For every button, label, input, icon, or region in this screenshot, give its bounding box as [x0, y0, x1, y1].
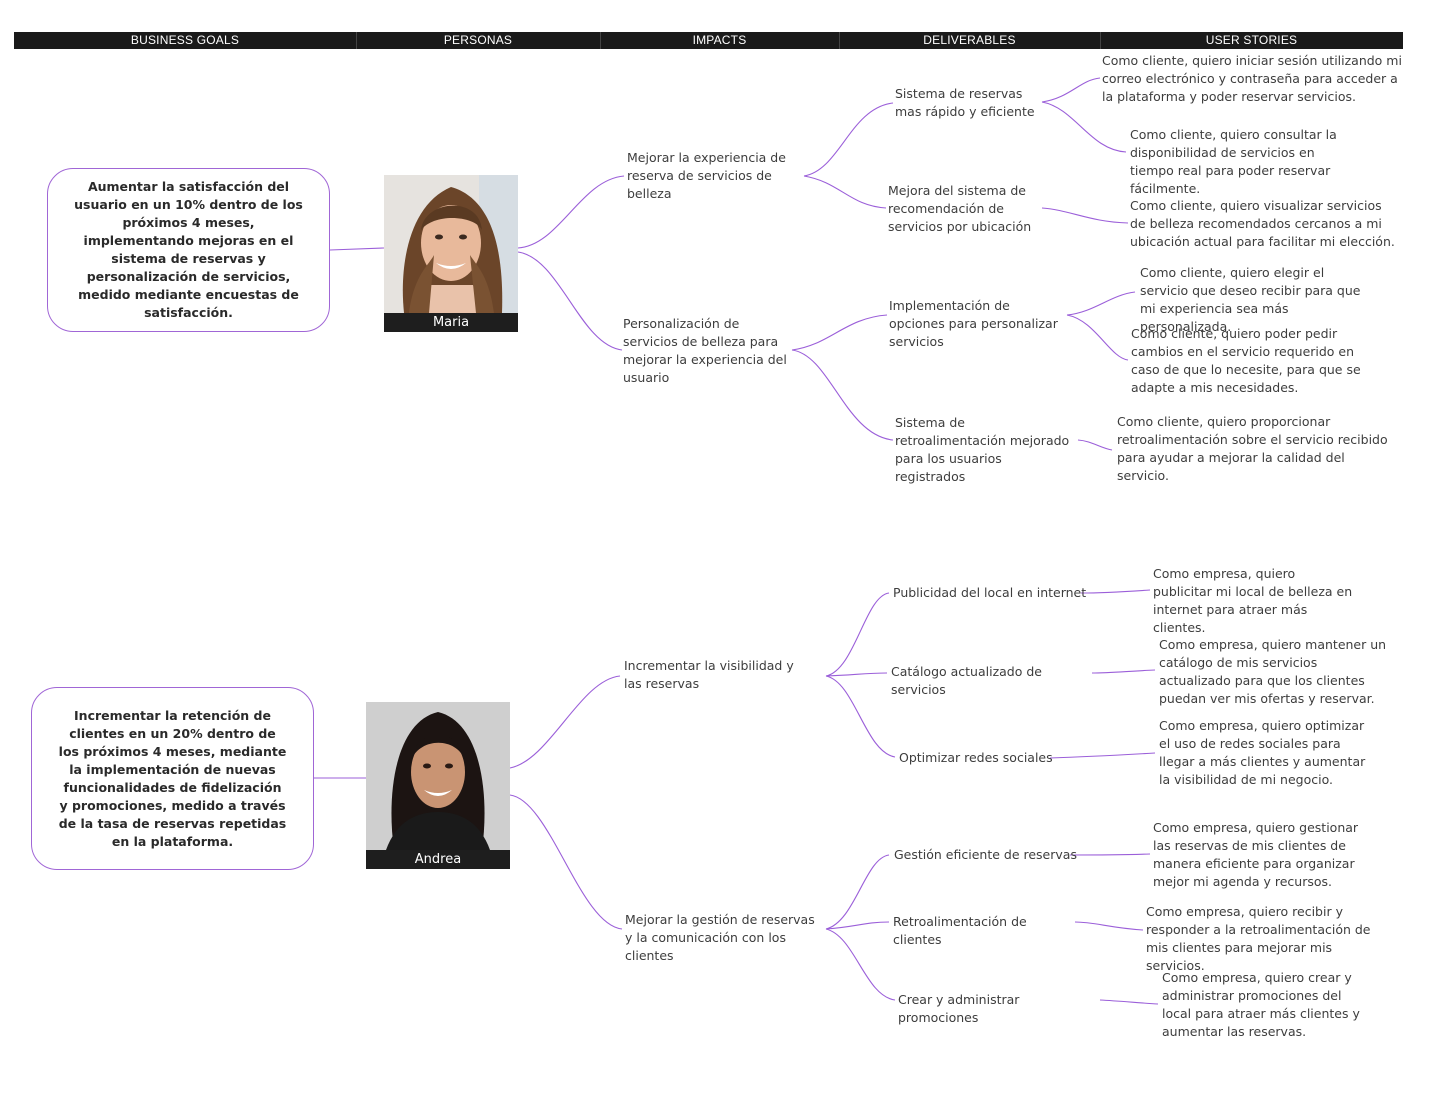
- impact-node: Personalización de servicios de belleza …: [623, 316, 787, 385]
- connector: [1041, 207, 1129, 224]
- connector: [517, 175, 625, 249]
- connector: [791, 314, 888, 351]
- connector: [1049, 752, 1156, 759]
- connector: [1080, 589, 1151, 594]
- user-story: Como empresa, quiero crear y administrar…: [1162, 970, 1360, 1039]
- header-impacts: IMPACTS: [600, 32, 840, 49]
- deliverable-node: Sistema de reservas mas rápido y eficien…: [895, 86, 1035, 119]
- deliverable-node: Crear y administrar promociones: [898, 992, 1020, 1025]
- woman-portrait-photo-icon: [384, 175, 518, 313]
- connector: [1077, 439, 1113, 451]
- deliverable-node: Gestión eficiente de reservas: [894, 847, 1077, 862]
- deliverable-node: Implementación de opciones para personal…: [889, 298, 1058, 349]
- connector: [1099, 999, 1159, 1005]
- connector: [329, 247, 385, 251]
- user-story: Como cliente, quiero visualizar servicio…: [1130, 198, 1395, 249]
- user-story: Como cliente, quiero proporcionar retroa…: [1117, 414, 1388, 483]
- user-story: Como empresa, quiero optimizar el uso de…: [1159, 718, 1366, 787]
- impact-node: Mejorar la gestión de reservas y la comu…: [625, 912, 815, 963]
- connector: [825, 672, 888, 677]
- connector: [1041, 77, 1101, 103]
- user-story: Como empresa, quiero gestionar las reser…: [1153, 820, 1359, 889]
- connector: [825, 592, 890, 677]
- header-business-goals: BUSINESS GOALS: [14, 32, 357, 49]
- header-user-stories: USER STORIES: [1205, 33, 1298, 47]
- connector: [1066, 314, 1129, 361]
- impact-node: Mejorar la experiencia de reserva de ser…: [627, 150, 786, 201]
- deliverable-node: Optimizar redes sociales: [899, 750, 1053, 765]
- woman-portrait-photo-icon: [366, 702, 510, 850]
- persona-photo: [366, 702, 510, 850]
- persona-name: Maria: [384, 313, 518, 332]
- deliverable-node: Catálogo actualizado de servicios: [891, 664, 1042, 697]
- user-story: Como empresa, quiero recibir y responder…: [1146, 904, 1371, 973]
- impact-node: Incrementar la visibilidad y las reserva…: [624, 658, 794, 691]
- connector: [1091, 669, 1156, 674]
- persona-photo: [384, 175, 518, 313]
- connector: [1074, 921, 1144, 931]
- connector: [825, 928, 896, 1001]
- header-deliverables: DELIVERABLES: [839, 32, 1101, 49]
- persona-name: Andrea: [366, 850, 510, 869]
- column-header-bar: BUSINESS GOALS PERSONAS IMPACTS DELIVERA…: [14, 32, 1403, 49]
- deliverable-node: Publicidad del local en internet: [893, 585, 1087, 600]
- connector: [517, 251, 623, 351]
- connector: [803, 102, 894, 177]
- deliverable-node: Sistema de retroalimentación mejorado pa…: [895, 415, 1070, 484]
- connector: [825, 921, 890, 930]
- deliverable-node: Mejora del sistema de recomendación de s…: [888, 183, 1032, 234]
- user-story: Como cliente, quiero elegir el servicio …: [1140, 265, 1361, 334]
- connector: [509, 794, 623, 930]
- connector: [825, 675, 896, 758]
- user-story: Como cliente, quiero iniciar sesión util…: [1102, 53, 1402, 104]
- business-goal-card: Incrementar la retención de clientes en …: [31, 687, 314, 870]
- user-story: Como cliente, quiero poder pedir cambios…: [1131, 326, 1361, 395]
- header-personas: PERSONAS: [356, 32, 601, 49]
- connector: [509, 675, 621, 769]
- user-story: Como cliente, quiero consultar la dispon…: [1130, 127, 1337, 196]
- connector: [1066, 291, 1136, 316]
- connector: [825, 854, 890, 930]
- persona-card: Andrea: [366, 702, 510, 870]
- connector: [1069, 853, 1151, 856]
- user-story: Como empresa, quiero mantener un catálog…: [1159, 637, 1387, 706]
- connector: [1041, 101, 1127, 153]
- persona-card: Maria: [384, 175, 518, 332]
- connector: [803, 175, 887, 209]
- connector: [791, 349, 894, 441]
- deliverable-node: Retroalimentación de clientes: [893, 914, 1027, 947]
- business-goal-card: Aumentar la satisfacción del usuario en …: [47, 168, 330, 332]
- user-story: Como empresa, quiero publicitar mi local…: [1153, 566, 1353, 635]
